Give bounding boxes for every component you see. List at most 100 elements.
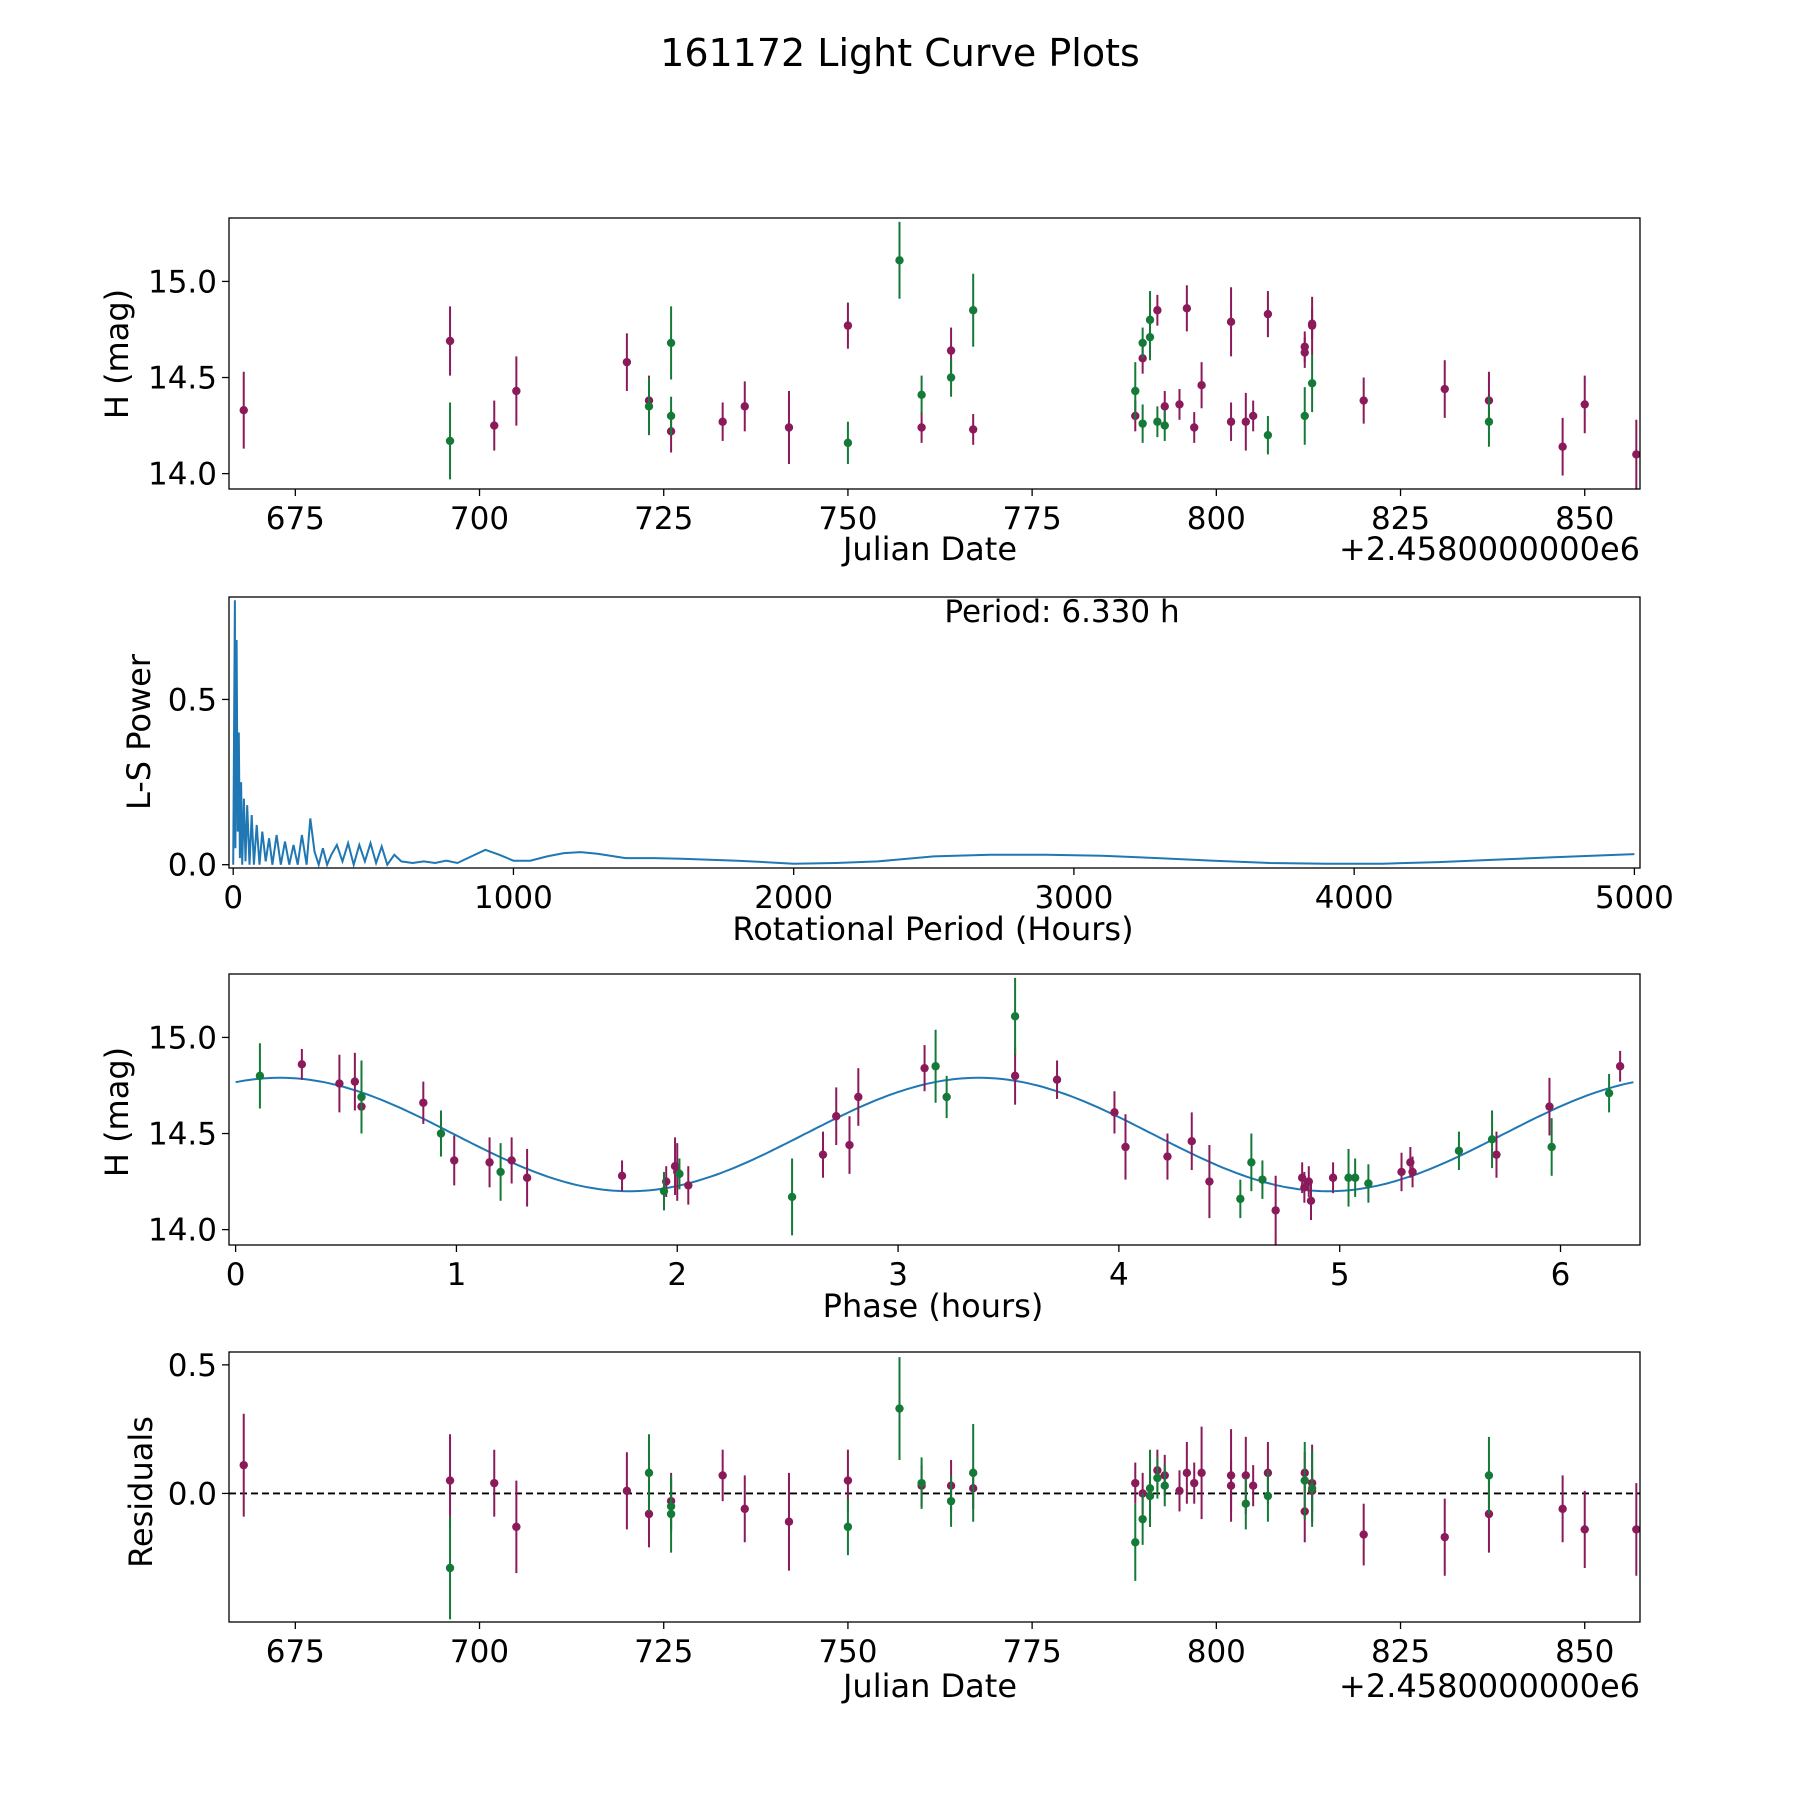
phased-curve-panel: H (mag) Phase (hours) bbox=[98, 1047, 1043, 1325]
residuals-point-purple bbox=[1558, 1504, 1567, 1514]
residuals-axes: 675 700 725 750 775 800 825 850 0.0 0.5 bbox=[168, 1348, 1615, 1670]
phased-ytick-label: 14.0 bbox=[148, 1213, 217, 1249]
model-fit-line bbox=[235, 1076, 1634, 1193]
light-curve-point-purple bbox=[1440, 384, 1449, 394]
light-curve-xtick-label: 825 bbox=[1371, 501, 1430, 537]
phased-point-green bbox=[1344, 1173, 1353, 1182]
periodogram-ytick-label: 0.0 bbox=[168, 848, 217, 884]
phased-point-purple bbox=[1306, 1196, 1316, 1205]
phased-point-purple bbox=[419, 1098, 428, 1107]
light-curve-point-purple bbox=[1300, 348, 1309, 357]
phased-ytick-label: 15.0 bbox=[148, 1020, 217, 1056]
light-curve-point-purple bbox=[1175, 400, 1184, 409]
periodogram-xtick-label: 5000 bbox=[1595, 880, 1674, 916]
phased-point-green bbox=[1258, 1175, 1267, 1184]
phased-ylabel: H (mag) bbox=[98, 1047, 136, 1177]
period-annotation: Period: 6.330 h bbox=[944, 594, 1179, 630]
phased-point-green bbox=[675, 1169, 684, 1179]
light-curve-xtick-label: 750 bbox=[818, 501, 877, 537]
light-curve-point-purple bbox=[1182, 304, 1192, 313]
residuals-point-purple bbox=[1580, 1525, 1589, 1534]
phased-point-green bbox=[931, 1062, 940, 1071]
light-curve-ytick-label: 14.0 bbox=[148, 457, 217, 493]
light-curve-point-green bbox=[968, 306, 978, 315]
residuals-point-purple bbox=[622, 1486, 632, 1496]
light-curve-point-green bbox=[644, 402, 654, 411]
phased-ytick-label: 14.5 bbox=[148, 1117, 217, 1153]
light-curve-point-green bbox=[1153, 417, 1162, 426]
residuals-xtick-label: 725 bbox=[634, 1634, 693, 1670]
periodogram-axes: 0 1000 2000 3000 4000 5000 0.0 0.5 bbox=[168, 682, 1674, 916]
phased-point-green bbox=[436, 1129, 446, 1138]
light-curve-xlabel: Julian Date bbox=[841, 530, 1017, 568]
residuals-point-green bbox=[1241, 1499, 1251, 1508]
residuals-ytick-label: 0.5 bbox=[168, 1348, 217, 1384]
periodogram-ytick-label: 0.5 bbox=[168, 682, 217, 718]
light-curve-point-purple bbox=[946, 346, 956, 355]
residuals-point-purple bbox=[644, 1509, 654, 1519]
phased-point-purple bbox=[1163, 1152, 1172, 1161]
residuals-xtick-label: 800 bbox=[1187, 1634, 1246, 1670]
periodogram-ylabel: L-S Power bbox=[120, 653, 158, 810]
light-curve-xtick-label: 850 bbox=[1555, 501, 1614, 537]
residuals-frame bbox=[228, 1351, 1641, 1623]
residuals-point-green bbox=[1145, 1491, 1155, 1501]
light-curve-ytick-label: 15.0 bbox=[148, 264, 217, 300]
phased-point-green bbox=[942, 1092, 951, 1102]
phased-point-purple bbox=[1397, 1167, 1406, 1177]
residuals-point-purple bbox=[445, 1476, 455, 1485]
residuals-offset-label: +2.4580000000e6 bbox=[1339, 1667, 1640, 1705]
periodogram-xtick-label: 2000 bbox=[754, 880, 833, 916]
phased-point-green bbox=[1350, 1173, 1360, 1182]
phased-point-purple bbox=[297, 1060, 307, 1069]
periodogram-line bbox=[232, 600, 1635, 868]
light-curve-point-purple bbox=[718, 417, 727, 426]
phased-point-green bbox=[1604, 1088, 1614, 1098]
phased-point-purple bbox=[1271, 1206, 1280, 1215]
light-curve-point-purple bbox=[1359, 396, 1368, 405]
light-curve-point-purple bbox=[239, 405, 248, 415]
residuals-point-green bbox=[968, 1468, 978, 1478]
light-curve-point-purple bbox=[445, 336, 455, 346]
light-curve-point-purple bbox=[917, 423, 926, 432]
light-curve-point-purple bbox=[1632, 450, 1640, 459]
light-curve-point-purple bbox=[1197, 381, 1206, 390]
phased-point-purple bbox=[854, 1092, 863, 1102]
light-curve-xtick-label: 700 bbox=[450, 501, 509, 537]
light-curve-point-green bbox=[917, 390, 926, 400]
periodogram-xtick-label: 0 bbox=[223, 880, 243, 916]
residuals-point-green bbox=[644, 1468, 654, 1478]
light-curve-point-purple bbox=[740, 402, 749, 411]
residuals-ylabel: Residuals bbox=[122, 1416, 160, 1568]
phased-point-purple bbox=[1492, 1150, 1501, 1159]
residuals-point-purple bbox=[1632, 1525, 1640, 1534]
residuals-point-purple bbox=[1241, 1471, 1251, 1480]
light-curve-point-green bbox=[946, 373, 956, 382]
phased-xtick-label: 4 bbox=[1109, 1257, 1129, 1293]
light-curve-xtick-label: 675 bbox=[266, 501, 325, 537]
residuals-point-purple bbox=[740, 1504, 749, 1514]
phased-xlabel: Phase (hours) bbox=[823, 1287, 1044, 1325]
residuals-point-green bbox=[1484, 1471, 1494, 1480]
residuals-point-purple bbox=[1175, 1486, 1184, 1496]
light-curve-point-purple bbox=[843, 321, 853, 330]
phased-point-purple bbox=[1328, 1173, 1338, 1182]
light-curve-point-purple bbox=[1226, 317, 1236, 326]
light-curve-point-green bbox=[1307, 379, 1317, 388]
residuals-point-purple bbox=[512, 1522, 521, 1532]
light-curve-point-green bbox=[1300, 411, 1309, 421]
light-curve-point-purple bbox=[784, 423, 794, 432]
light-curve-ytick-label: 14.5 bbox=[148, 361, 217, 397]
phased-point-purple bbox=[617, 1171, 627, 1181]
light-curve-point-purple bbox=[622, 357, 632, 367]
light-curve-point-green bbox=[1263, 430, 1273, 440]
residuals-point-purple bbox=[843, 1476, 853, 1485]
residuals-point-purple bbox=[1440, 1532, 1449, 1542]
phased-point-purple bbox=[335, 1079, 344, 1088]
residuals-point-green bbox=[1153, 1473, 1162, 1483]
residuals-panel: Residuals Julian Date +2.4580000000e6 bbox=[122, 1416, 1640, 1705]
residuals-point-purple bbox=[1131, 1478, 1140, 1488]
phased-point-purple bbox=[684, 1181, 693, 1190]
light-curve-point-green bbox=[843, 438, 853, 448]
phased-marks bbox=[235, 977, 1634, 1245]
